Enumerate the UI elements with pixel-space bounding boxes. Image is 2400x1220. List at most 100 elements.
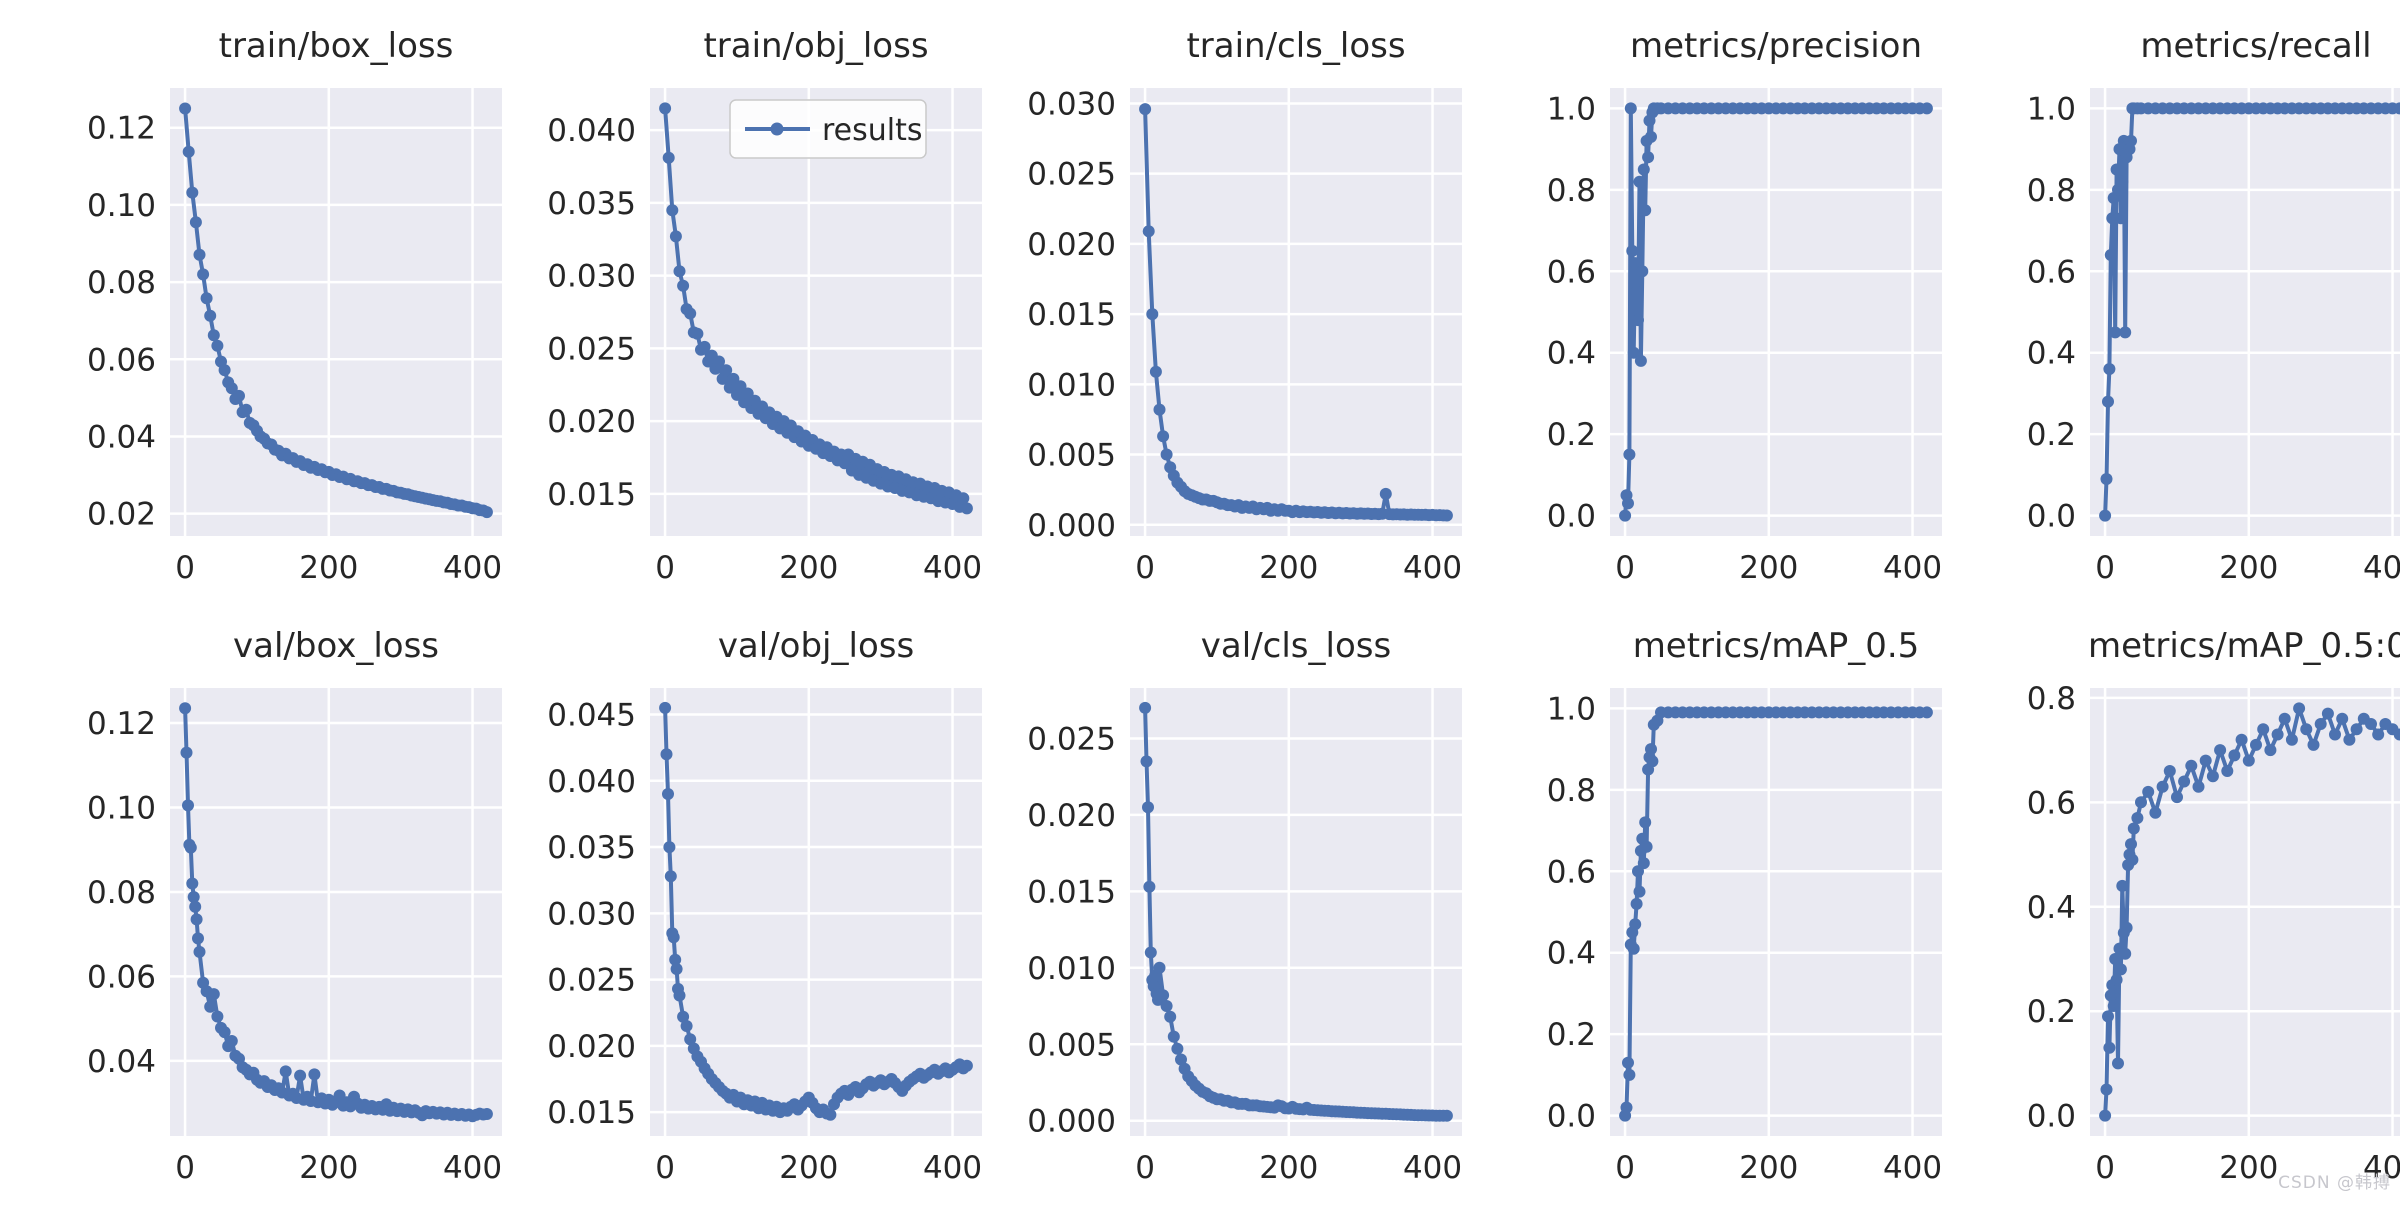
data-point-marker (1630, 285, 1643, 298)
data-point-marker (2300, 723, 2313, 736)
data-point-marker (2112, 1057, 2124, 1070)
data-point-marker (200, 292, 213, 305)
plot-canvas: 0 200 400 0.015 0.020 0.025 0.030 0.035 0.040 res… (520, 76, 1000, 616)
data-point-marker (2119, 326, 2132, 339)
data-point-marker (684, 1033, 697, 1046)
plot-svg: 0 200 400 0.0 0.2 0.4 0.6 0.8 1.0 (2027, 88, 2400, 586)
data-point-marker (691, 327, 704, 340)
data-point-marker (2350, 723, 2363, 736)
plot-title: metrics/mAP_0.5:0.95 (2088, 626, 2400, 666)
data-point-marker (673, 265, 686, 278)
data-point-marker (2149, 806, 2162, 819)
data-point-marker (734, 380, 747, 393)
plot-canvas: 0 200 400 0.015 0.020 0.025 0.030 0.035 0.040 0.0… (520, 676, 1000, 1216)
data-point-marker (189, 900, 202, 913)
x-tick-label: 200 (1739, 1150, 1798, 1186)
data-point-marker (2242, 754, 2255, 767)
y-tick-label: 0.2 (2027, 417, 2076, 453)
data-point-marker (1627, 346, 1640, 359)
data-point-marker (1164, 1010, 1177, 1023)
data-point-marker (218, 364, 231, 377)
data-point-marker (1645, 130, 1657, 143)
data-point-marker (1146, 308, 1159, 321)
data-point-marker (2119, 947, 2132, 960)
plot-canvas: 0 200 400 0.0 0.2 0.4 0.6 0.8 (1960, 676, 2400, 1216)
data-point-marker (2126, 853, 2139, 866)
data-point-marker (1620, 1101, 1633, 1114)
data-point-marker (1622, 497, 1634, 510)
data-point-marker (2185, 759, 2198, 772)
y-tick-label: 0.4 (2027, 890, 2076, 926)
data-point-marker (186, 877, 199, 890)
plot-canvas: 0 200 400 0.04 0.06 0.08 0.10 0.12 (40, 676, 520, 1216)
data-point-marker (2110, 973, 2123, 986)
data-point-marker (1157, 989, 1170, 1002)
data-point-marker (204, 309, 217, 322)
x-tick-label: 0 (1135, 1150, 1155, 1186)
data-point-marker (659, 102, 672, 115)
plot-canvas: 0 200 400 0.000 0.005 0.010 0.015 0.020 0.025 0.0… (1000, 76, 1480, 616)
data-point-marker (1639, 816, 1652, 829)
data-point-marker (677, 279, 690, 292)
data-point-marker (211, 1010, 224, 1023)
data-point-marker (180, 746, 193, 759)
x-tick-label: 400 (1883, 550, 1942, 586)
y-tick-label: 0.0 (2027, 499, 2076, 535)
data-point-marker (2178, 775, 2191, 788)
data-point-marker (1171, 1042, 1184, 1055)
subplot-train-cls-loss: train/cls_loss 0 200 400 0.000 0.005 0.010 0.0… (1000, 16, 1462, 586)
data-point-marker (673, 989, 686, 1002)
x-tick-label: 0 (175, 1150, 195, 1186)
plot-title: val/box_loss (233, 626, 439, 666)
y-tick-label: 0.8 (1547, 173, 1596, 209)
data-point-marker (677, 1010, 690, 1023)
plot-title: val/cls_loss (1200, 626, 1392, 666)
x-tick-label: 200 (2219, 550, 2278, 586)
data-point-marker (279, 1065, 292, 1078)
y-tick-label: 0.8 (2027, 681, 2076, 717)
y-tick-label: 0.025 (1027, 721, 1116, 757)
data-point-marker (2109, 326, 2122, 339)
data-point-marker (1920, 706, 1933, 719)
data-point-marker (2163, 765, 2176, 777)
y-tick-label: 0.04 (87, 419, 156, 455)
data-point-marker (2103, 1041, 2116, 1054)
plot-title: train/obj_loss (703, 26, 929, 66)
legend-marker-sample (770, 122, 784, 136)
subplot-metrics-recall: metrics/recall 0 200 400 0.0 0.2 0.4 0.6 0.8 1.0 (1960, 16, 2400, 586)
data-point-marker (2102, 1010, 2114, 1023)
x-tick-label: 0 (2095, 550, 2115, 586)
data-point-marker (1142, 225, 1155, 238)
data-point-marker (225, 382, 238, 395)
y-tick-label: 0.010 (1027, 951, 1116, 987)
data-point-marker (2199, 754, 2212, 767)
data-point-marker (1144, 946, 1157, 959)
data-point-marker (218, 1026, 231, 1039)
x-tick-label: 0 (655, 550, 675, 586)
data-point-marker (957, 492, 970, 505)
y-tick-label: 0.02 (87, 497, 156, 533)
data-point-marker (1646, 755, 1659, 768)
plot-background (170, 88, 502, 536)
y-tick-label: 0.005 (1027, 438, 1116, 474)
data-point-marker (1633, 175, 1646, 188)
data-point-marker (2100, 473, 2113, 485)
y-tick-label: 0.2 (2027, 994, 2076, 1030)
data-point-marker (2131, 812, 2144, 824)
data-point-marker (2127, 822, 2140, 835)
data-point-marker (2142, 785, 2155, 798)
legend: results (729, 99, 927, 159)
data-point-marker (187, 891, 200, 903)
data-point-marker (2264, 744, 2277, 757)
data-point-marker (1639, 204, 1652, 217)
data-point-marker (480, 506, 493, 519)
data-point-marker (1440, 1109, 1453, 1122)
data-point-marker (1920, 102, 1933, 115)
x-tick-label: 400 (923, 1150, 982, 1186)
plot-svg: 0 200 400 0.015 0.020 0.025 0.030 0.035 0.040 0.0… (547, 688, 982, 1186)
plot-svg: 0 200 400 0.015 0.020 0.025 0.030 0.035 0.040 res… (547, 88, 982, 586)
data-point-marker (1642, 151, 1655, 164)
x-tick-label: 200 (779, 1150, 838, 1186)
y-tick-label: 0.030 (1027, 86, 1116, 122)
data-point-marker (2107, 1000, 2120, 1012)
